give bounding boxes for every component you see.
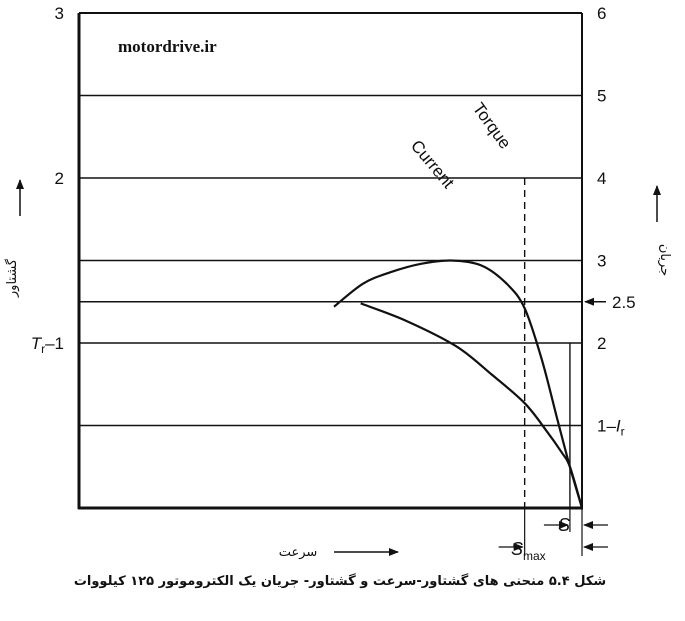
right-tick-label: 4 <box>597 169 606 188</box>
series-line-current <box>360 302 584 509</box>
watermark: motordrive.ir <box>118 37 217 56</box>
figure-caption: شکل ۵.۴ منحنی های گشتاور-سرعت و گشتاور- … <box>74 573 606 589</box>
annotations: S Smax <box>498 178 608 563</box>
right-axis-label: جریان <box>657 244 672 276</box>
gridlines <box>79 94 582 427</box>
curves <box>333 259 584 509</box>
right-tick-label: 6 <box>597 4 606 23</box>
series-line-torque <box>333 259 584 509</box>
x-axis-label: سرعت <box>279 545 318 560</box>
series-label-current: Current <box>407 136 458 192</box>
right-tick-label: 1–Ir <box>597 417 625 439</box>
right-tick-label: 5 <box>597 87 606 106</box>
right-tick-label: 2 <box>597 334 606 353</box>
right-tick-label: 3 <box>597 252 606 271</box>
smax-label: Smax <box>511 539 546 563</box>
s-label: S <box>558 515 570 535</box>
tick-labels: 3 2 Tr–1 6 5 4 3 2.5 2 1–Ir <box>31 4 636 439</box>
left-tick-label: 2 <box>55 169 64 188</box>
left-axis-label: گشتاور <box>4 258 20 298</box>
right-tick-label: 2.5 <box>612 293 636 312</box>
left-tick-label: Tr–1 <box>31 334 64 356</box>
series-label-torque: Torque <box>469 99 515 152</box>
left-tick-label: 3 <box>55 4 64 23</box>
